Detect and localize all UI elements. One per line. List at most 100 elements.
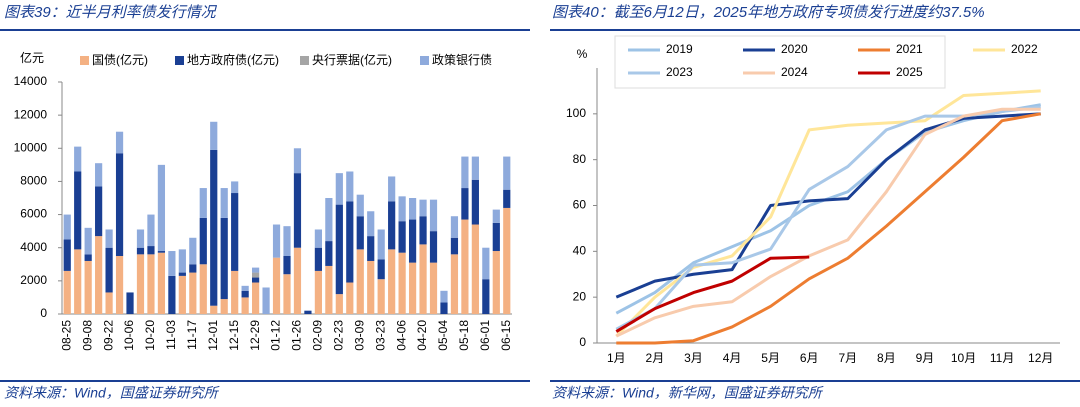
bar-segment [419, 216, 427, 245]
bar-segment [388, 176, 396, 202]
bar-segment [220, 299, 228, 314]
bar-segment [105, 292, 113, 314]
bar-segment [377, 259, 385, 280]
bar-segment [356, 216, 364, 250]
bar-segment [168, 275, 176, 314]
bar-segment [293, 148, 302, 174]
bar-segment [63, 270, 71, 314]
x-tick-label: 12-01 [206, 320, 220, 351]
bar-segment [461, 188, 469, 220]
bar-segment [210, 121, 218, 150]
x-tick-label: 12月 [1028, 351, 1053, 365]
legend-box [614, 35, 946, 89]
x-tick-label: 06-15 [499, 320, 513, 351]
legend-swatch [420, 56, 429, 65]
x-tick-label: 03-23 [373, 320, 387, 351]
bar-segment [220, 217, 228, 300]
bar-segment [95, 163, 103, 187]
bar-segment [440, 302, 448, 314]
bar-segment [252, 282, 260, 314]
bar-segment [503, 207, 511, 314]
bar-segment [105, 229, 113, 248]
bar-segment [503, 189, 511, 208]
bar-segment [210, 305, 218, 314]
x-tick-label: 11-17 [185, 320, 199, 350]
chart-title: 图表40：截至6月12日，2025年地方政府专项债发行进度约37.5% [552, 4, 985, 21]
bar-segment [252, 267, 260, 273]
bar-segment [231, 270, 239, 314]
bar-segment [471, 179, 479, 225]
x-tick-label: 9月 [916, 351, 935, 365]
bar-segment [450, 254, 459, 314]
bar-segment [231, 181, 239, 194]
source: 资料来源：Wind，新华网，国盛证券研究所 [552, 385, 824, 401]
legend-label: 2019 [666, 42, 693, 56]
bar-segment [231, 193, 239, 271]
x-tick-label: 04-20 [415, 320, 429, 351]
x-tick-label: 10-06 [122, 320, 136, 351]
bar-segment [471, 224, 479, 314]
bar-segment [408, 219, 417, 263]
bar-segment [346, 171, 354, 202]
bar-segment [419, 244, 427, 314]
bar-segment [199, 217, 207, 265]
bar-segment [461, 219, 469, 314]
bar-segment [429, 199, 438, 232]
x-tick-label: 01-26 [290, 320, 304, 351]
y-tick-label: 8000 [20, 174, 47, 188]
bar-segment [450, 216, 459, 238]
bar-segment [74, 146, 82, 172]
legend-label: 地方政府债(亿元) [187, 52, 279, 67]
bar-segment [178, 275, 186, 314]
bar-segment [335, 294, 343, 314]
bar-segment [304, 310, 312, 314]
bar-segment [262, 287, 270, 314]
bar-segment [408, 262, 417, 314]
bar-segment [157, 252, 166, 314]
x-tick-label: 1月 [607, 351, 626, 365]
chart-title: 图表39：近半月利率债发行情况 [4, 4, 218, 21]
bar-segment [314, 247, 322, 271]
bar-segment [168, 251, 176, 276]
bar-segment [325, 198, 333, 242]
y-tick-label: 80 [573, 152, 587, 166]
x-tick-label: 12-15 [227, 320, 241, 351]
legend-label: 2020 [781, 42, 808, 56]
bar-segment [115, 153, 124, 256]
bar-segment [126, 292, 134, 314]
bar-segment [419, 199, 427, 217]
bar-segment [105, 247, 113, 293]
bar-segment [178, 249, 186, 273]
x-tick-label: 10月 [951, 351, 976, 365]
line [616, 112, 1041, 345]
x-tick-label: 01-12 [269, 320, 283, 351]
bar-segment [210, 149, 218, 306]
legend-swatch [80, 56, 89, 65]
bar-segment [492, 209, 500, 223]
bar-segment [115, 256, 124, 314]
bar-segment [241, 290, 249, 298]
x-tick-label: 8月 [877, 351, 896, 365]
bar-segment [136, 229, 145, 248]
x-tick-label: 05-18 [457, 320, 471, 351]
legend-label: 国债(亿元) [92, 52, 148, 67]
bar-segment [314, 270, 322, 314]
bar-segment [482, 279, 490, 314]
bar-segment [63, 239, 71, 271]
legend-swatch [175, 56, 184, 65]
bar-segment [272, 257, 281, 314]
x-tick-label: 03-09 [352, 320, 366, 351]
x-tick-label: 06-01 [478, 320, 492, 351]
y-tick-label: 6000 [20, 207, 47, 221]
bar-segment [63, 214, 71, 240]
source: 资料来源：Wind，国盛证券研究所 [4, 385, 220, 401]
x-tick-label: 3月 [684, 351, 703, 365]
bar-segment [325, 265, 333, 314]
legend-label: 2023 [666, 65, 693, 79]
legend-label: 2021 [896, 42, 923, 56]
bar-segment [367, 236, 375, 261]
bar-segment [346, 201, 354, 283]
bar-segment [388, 249, 396, 314]
